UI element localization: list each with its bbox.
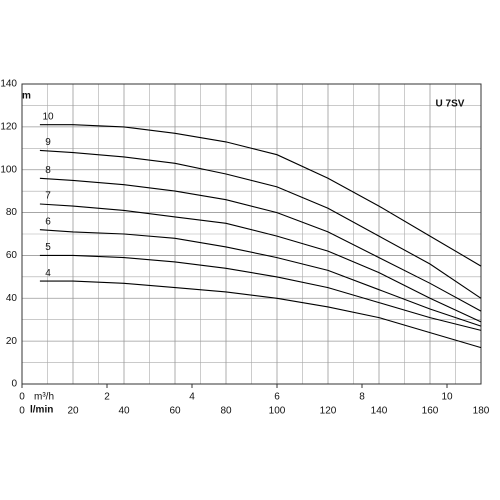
y-axis-label: m — [22, 91, 31, 102]
curve-label: 9 — [45, 137, 51, 148]
curve — [39, 229, 482, 327]
x-tick-label: 0 — [19, 406, 25, 417]
chart-title: U 7SV — [436, 99, 465, 110]
x-axis-label: l/min — [30, 405, 53, 416]
y-tick-label: 80 — [6, 207, 18, 218]
x-tick-label: 140 — [371, 406, 388, 417]
curve-label: 7 — [45, 191, 51, 202]
x-tick-label: 100 — [269, 406, 286, 417]
curve — [39, 203, 482, 323]
x-tick-label: 80 — [220, 406, 232, 417]
x2-tick-label: 4 — [189, 392, 195, 403]
y-tick-label: 120 — [0, 121, 17, 132]
x-tick-label: 120 — [320, 406, 337, 417]
x-tick-label: 180 — [473, 406, 490, 417]
x-tick-label: 60 — [169, 406, 181, 417]
x2-tick-label: 8 — [359, 392, 365, 403]
y-tick-label: 40 — [6, 293, 18, 304]
x2-tick-label: 6 — [274, 392, 280, 403]
y-tick-label: 140 — [0, 79, 17, 90]
y-tick-label: 0 — [11, 379, 17, 390]
x-tick-label: 40 — [118, 406, 130, 417]
curve-label: 5 — [45, 242, 51, 253]
plot-frame — [21, 83, 482, 385]
x-tick-label: 160 — [422, 406, 439, 417]
x2-tick-label: 10 — [441, 392, 453, 403]
curve — [39, 280, 482, 349]
curve — [39, 124, 482, 267]
y-tick-label: 20 — [6, 336, 18, 347]
x2-tick-label: 2 — [104, 392, 110, 403]
x2-tick-label: 0 — [19, 392, 25, 403]
curve — [39, 149, 482, 299]
y-tick-label: 60 — [6, 250, 18, 261]
curve-label: 6 — [45, 216, 51, 227]
curve — [39, 254, 482, 331]
x-tick-label: 20 — [67, 406, 79, 417]
curve — [39, 177, 482, 312]
curve-label: 4 — [45, 268, 51, 279]
curve-label: 8 — [45, 165, 51, 176]
y-tick-label: 100 — [0, 164, 17, 175]
x2-axis-label: m³/h — [34, 392, 54, 403]
curve-label: 10 — [42, 111, 54, 122]
